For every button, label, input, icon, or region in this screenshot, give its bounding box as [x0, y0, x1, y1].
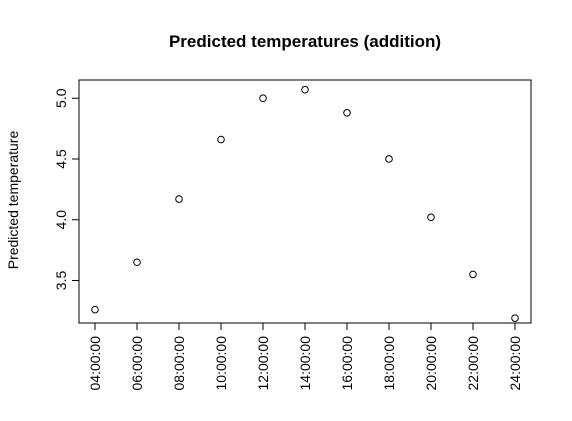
x-tick-label-6: 16:00:00 [339, 336, 355, 391]
x-tick-label-1: 06:00:00 [129, 336, 145, 391]
y-tick-label-0: 3.5 [53, 271, 69, 291]
data-point-7 [385, 155, 393, 163]
data-point-9 [469, 270, 477, 279]
y-tick-label-3: 5.0 [53, 88, 69, 108]
y-axis: 3.5 4.0 4.5 5.0 [53, 88, 79, 290]
x-tick-label-7: 18:00:00 [381, 336, 397, 391]
data-points [91, 85, 519, 322]
x-tick-label-8: 20:00:00 [423, 336, 439, 391]
data-point-2 [175, 195, 183, 203]
x-tick-label-9: 22:00:00 [465, 336, 481, 391]
data-point-4 [259, 94, 267, 103]
chart-title: Predicted temperatures (addition) [169, 32, 441, 51]
x-tick-label-3: 10:00:00 [213, 336, 229, 391]
x-tick-label-2: 08:00:00 [171, 336, 187, 391]
data-point-10 [511, 314, 519, 322]
x-tick-label-10: 24:00:00 [507, 336, 523, 391]
data-point-1 [133, 258, 141, 267]
y-axis-label: Predicted temperature [5, 131, 21, 270]
x-tick-label-5: 14:00:00 [297, 336, 313, 391]
data-point-5 [301, 85, 309, 94]
y-tick-label-1: 4.0 [53, 210, 69, 230]
y-tick-label-2: 4.5 [53, 149, 69, 169]
x-tick-label-0: 04:00:00 [87, 336, 103, 391]
data-point-8 [427, 213, 435, 222]
x-axis: 04:00:00 06:00:00 08:00:00 10:00:00 12:00:00… [87, 323, 523, 391]
data-point-0 [91, 305, 99, 314]
data-point-3 [217, 135, 225, 144]
plot-frame [78, 79, 532, 324]
x-tick-label-4: 12:00:00 [255, 336, 271, 391]
data-point-6 [343, 109, 351, 117]
